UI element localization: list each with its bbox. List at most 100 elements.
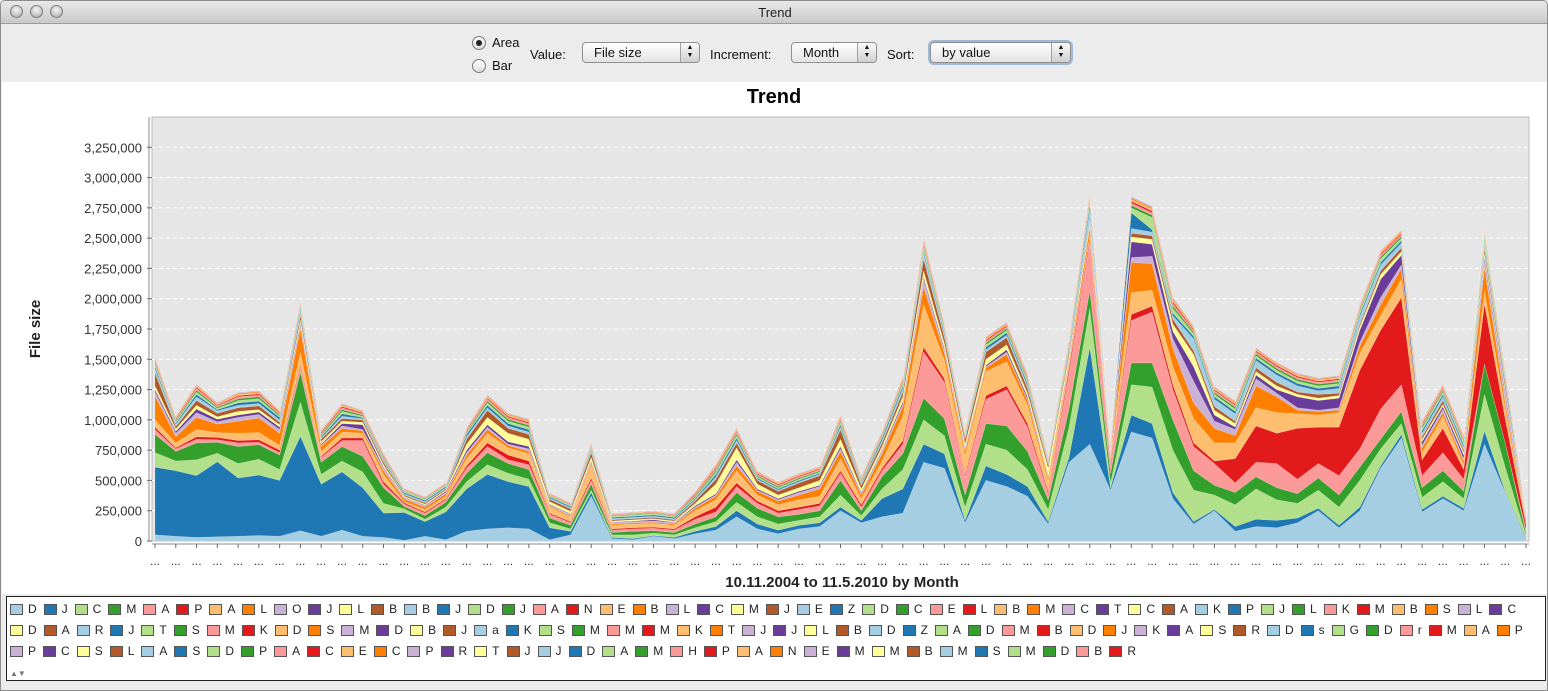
legend-swatch <box>209 603 223 615</box>
legend-label: M <box>589 623 600 637</box>
scroll-arrows-icon[interactable]: ▲▼ <box>10 669 26 678</box>
legend-swatch <box>109 645 123 657</box>
legend-item: T <box>709 621 735 639</box>
legend-item: J <box>1103 621 1127 639</box>
x-tick-label: ... <box>607 554 617 568</box>
legend-item: S <box>538 621 565 639</box>
area-series-A <box>154 235 1527 530</box>
legend-item: M <box>730 600 759 618</box>
legend-label: S <box>1218 623 1227 637</box>
zoom-window-icon[interactable] <box>50 5 63 18</box>
area-series-J <box>154 205 1527 519</box>
legend-item: M <box>939 642 968 660</box>
legend-swatch <box>929 603 943 615</box>
increment-label: Increment: <box>710 47 772 62</box>
legend-item: C <box>697 600 724 618</box>
legend-item: S <box>1424 600 1451 618</box>
legend-swatch <box>602 645 616 657</box>
legend-item: C <box>307 642 334 660</box>
legend-label: J <box>519 602 526 616</box>
legend-label: K <box>1213 602 1222 616</box>
legend-item: D <box>274 621 301 639</box>
x-tick-label: ... <box>1313 554 1323 568</box>
legend-label: H <box>688 644 697 658</box>
area-series-N <box>154 195 1527 516</box>
sort-select[interactable]: by value ▲ ▼ <box>930 42 1071 63</box>
legend-item: J <box>773 621 797 639</box>
legend-swatch <box>665 603 679 615</box>
legend-swatch <box>474 624 488 636</box>
legend-label: D <box>28 623 37 637</box>
legend-label: J <box>1279 602 1286 616</box>
radio-bar-indicator[interactable] <box>472 58 486 73</box>
title-bar: Trend <box>1 1 1547 24</box>
legend-swatch <box>274 645 288 657</box>
close-window-icon[interactable] <box>10 5 23 18</box>
legend-swatch <box>501 603 515 615</box>
legend-label: M <box>126 602 137 616</box>
x-tick-label: ... <box>524 554 534 568</box>
legend-item: P <box>407 642 434 660</box>
legend-label: R <box>94 623 104 637</box>
x-tick-label: ... <box>877 554 887 568</box>
legend-label: M <box>653 644 664 658</box>
select-arrows-icon: ▲ ▼ <box>680 43 699 62</box>
legend-swatch <box>994 603 1008 615</box>
legend-swatch <box>1036 624 1050 636</box>
radio-bar[interactable]: Bar <box>472 58 512 73</box>
legend-item: A <box>43 621 70 639</box>
legend-label: P <box>425 644 434 658</box>
x-tick-label: ... <box>192 554 202 568</box>
legend-label: S <box>1442 602 1451 616</box>
minimize-window-icon[interactable] <box>30 5 43 18</box>
legend-label: M <box>1025 644 1036 658</box>
legend-label: L <box>127 644 135 658</box>
legend-item: B <box>835 621 862 639</box>
legend-label: C <box>92 602 102 616</box>
legend-swatch <box>670 645 684 657</box>
legend-label: Z <box>920 623 928 637</box>
legend-swatch <box>862 603 876 615</box>
x-tick-label: ... <box>1002 554 1012 568</box>
legend-swatch <box>1391 603 1405 615</box>
legend-label: C <box>391 644 401 658</box>
radio-area-indicator[interactable] <box>472 35 486 50</box>
legend-item: S <box>1200 621 1226 639</box>
x-tick-label: ... <box>337 554 347 568</box>
legend-item: J <box>501 600 526 618</box>
legend-item: J <box>43 600 68 618</box>
x-tick-label: ... <box>565 554 575 568</box>
legend-label: B <box>1054 623 1063 637</box>
value-select[interactable]: File size ▲ ▼ <box>582 42 700 63</box>
area-series-L <box>154 227 1527 526</box>
x-tick-label: ... <box>1085 554 1095 568</box>
area-series-E <box>154 193 1527 515</box>
legend-swatch <box>1463 624 1477 636</box>
legend-swatch <box>765 603 779 615</box>
legend-label: S <box>191 623 200 637</box>
legend-swatch <box>1323 603 1337 615</box>
increment-select[interactable]: Month ▲ ▼ <box>791 42 877 63</box>
legend-item: M <box>836 642 865 660</box>
legend-item: J <box>308 600 332 618</box>
legend-item: A <box>1463 621 1490 639</box>
legend-swatch <box>1069 624 1083 636</box>
legend-label: J <box>326 602 333 616</box>
sort-label: Sort: <box>887 47 915 62</box>
legend-label: J <box>61 602 68 616</box>
legend-label: P <box>28 644 37 658</box>
radio-area[interactable]: Area <box>472 35 519 50</box>
legend-item: L <box>962 600 987 618</box>
legend-label: A <box>1180 602 1189 616</box>
legend-item: P <box>1228 600 1254 618</box>
x-tick-label: ... <box>420 554 430 568</box>
legend-swatch <box>1195 603 1209 615</box>
legend-label: D <box>1060 644 1070 658</box>
legend-label: D <box>1087 623 1097 637</box>
x-tick-label: ... <box>898 554 908 568</box>
legend-label: M <box>854 644 865 658</box>
x-tick-label: ... <box>462 554 472 568</box>
legend-label: A <box>550 602 559 616</box>
legend-label: C <box>325 644 334 658</box>
legend-item: T <box>1095 600 1121 618</box>
